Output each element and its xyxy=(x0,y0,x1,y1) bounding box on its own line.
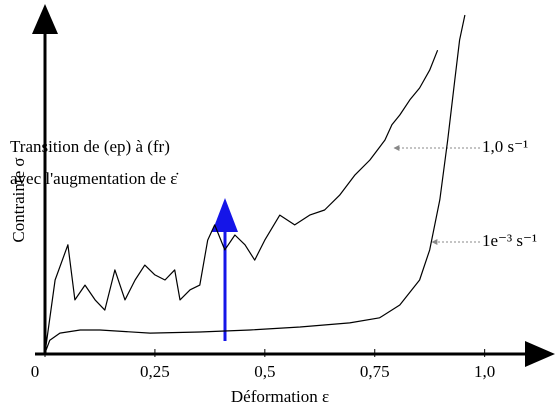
transition-arrow-head xyxy=(212,198,238,232)
x-axis-arrow xyxy=(525,341,555,367)
series-line xyxy=(44,49,439,354)
y-axis-arrow xyxy=(32,4,58,34)
x-tick-label: 0 xyxy=(31,362,40,381)
x-tick-label: 0,75 xyxy=(360,362,390,381)
x-tick-label: 0,5 xyxy=(254,362,275,381)
y-axis-label: Contrainte σ xyxy=(9,157,28,242)
annotation: avec l'augmentation de ε̇ xyxy=(10,169,178,188)
series-label: 1e⁻³ s⁻¹ xyxy=(482,231,537,250)
x-tick-label: 0,25 xyxy=(140,362,170,381)
series-line xyxy=(44,14,466,354)
x-axis-label: Déformation ε xyxy=(231,387,329,406)
x-tick-label: 1,0 xyxy=(474,362,495,381)
annotation: Transition de (ep) à (fr) xyxy=(10,137,170,156)
series-label: 1,0 s⁻¹ xyxy=(482,137,528,156)
